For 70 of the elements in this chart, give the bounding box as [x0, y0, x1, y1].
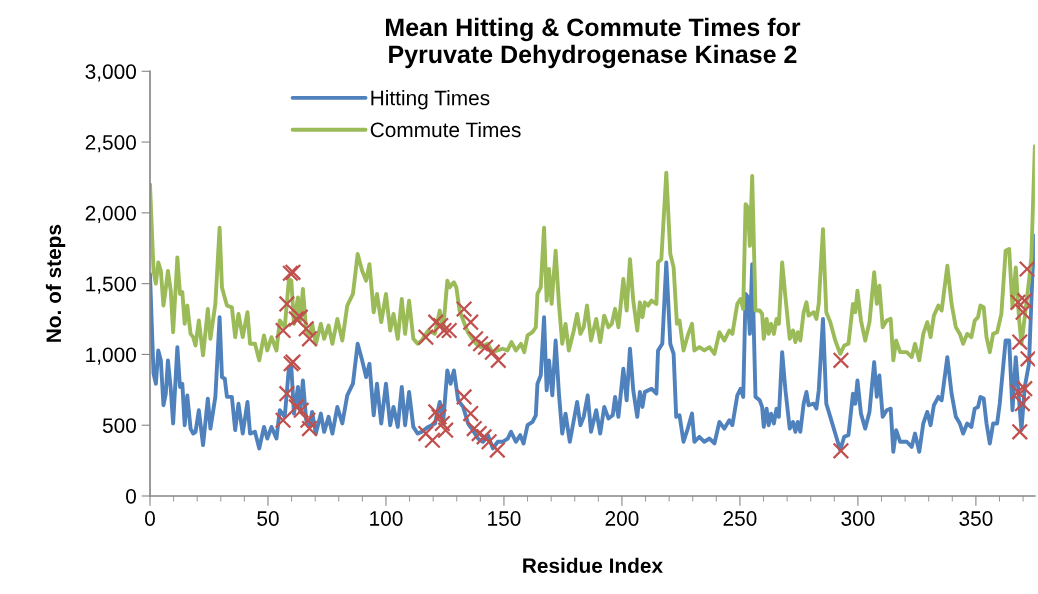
point: [477, 338, 494, 356]
point: [440, 322, 458, 339]
point: [832, 442, 850, 460]
point: [299, 411, 317, 429]
point: [1014, 303, 1032, 321]
point: [274, 411, 292, 429]
x-tick-label: 350: [959, 511, 993, 526]
point: [287, 310, 305, 328]
point: [274, 322, 292, 339]
point: [1016, 292, 1034, 310]
x-axis-title: Residue Index: [523, 557, 663, 574]
point: [489, 351, 507, 369]
point: [467, 330, 485, 348]
x-tick-label: 250: [723, 511, 757, 526]
point: [278, 385, 296, 403]
point: [1013, 395, 1031, 413]
legend-label: Commute Times: [370, 121, 521, 138]
point: [1018, 260, 1035, 278]
point: [1011, 423, 1029, 441]
y-tick-label: 0: [126, 488, 136, 504]
point: [1009, 383, 1027, 401]
point: [417, 328, 435, 346]
x-tick-label: 100: [370, 511, 403, 526]
point: [427, 403, 445, 421]
point: [462, 405, 480, 422]
point: [480, 433, 498, 451]
y-tick-label: 3,000: [85, 64, 136, 82]
y-tick-label: 2,500: [85, 135, 136, 153]
point: [465, 420, 483, 437]
line-series: [149, 144, 1035, 363]
point: [1019, 350, 1035, 368]
point: [424, 431, 441, 449]
x-tick-label: 150: [488, 511, 521, 526]
point: [1016, 380, 1034, 398]
point: [455, 388, 473, 406]
point: [427, 313, 445, 331]
point: [832, 351, 850, 369]
point: [488, 441, 506, 459]
point: [470, 425, 488, 442]
legend-label: Hitting Times: [371, 90, 490, 110]
point: [437, 421, 455, 439]
point: [1011, 333, 1029, 351]
point: [1009, 293, 1027, 311]
y-tick-label: 1,500: [86, 276, 136, 294]
point: [462, 313, 480, 331]
y-tick-label: 500: [102, 418, 136, 433]
y-axis-title: No. of steps: [45, 224, 66, 342]
point: [301, 420, 318, 437]
point: [291, 308, 309, 326]
point: [475, 428, 493, 446]
y-tick-label: 2,000: [85, 205, 136, 224]
x-tick-label: 300: [841, 511, 875, 526]
point: [278, 295, 296, 313]
point: [433, 415, 451, 432]
x-tick-label: 0: [145, 511, 155, 526]
point: [472, 335, 489, 353]
point: [297, 320, 315, 338]
x-tick-label: 50: [257, 511, 279, 526]
point: [301, 330, 318, 348]
point: [287, 398, 305, 416]
point: [292, 401, 310, 419]
point: [435, 322, 453, 339]
y-tick-label: 1,000: [86, 347, 136, 365]
point: [455, 300, 473, 318]
point: [417, 425, 435, 442]
point: [432, 317, 450, 334]
chart-title: Mean Hitting & Commute Times for Pyruvate Dehydrogenase Kinase 2: [386, 17, 801, 69]
x-tick-label: 200: [605, 511, 639, 526]
point: [483, 343, 501, 361]
point: [430, 408, 448, 426]
